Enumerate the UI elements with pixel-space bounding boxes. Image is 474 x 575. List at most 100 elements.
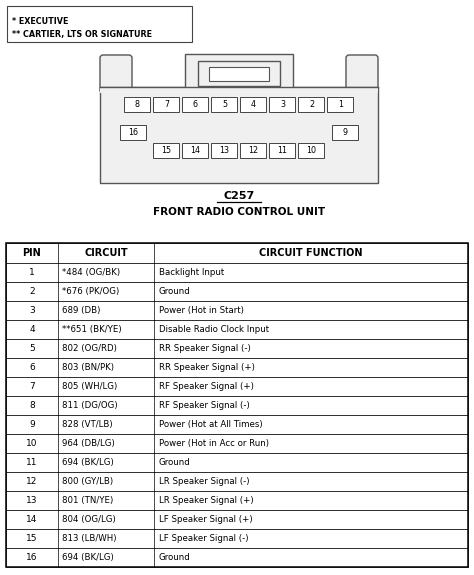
Bar — [100, 87, 378, 93]
Text: LF Speaker Signal (-): LF Speaker Signal (-) — [159, 534, 248, 543]
Text: 2: 2 — [29, 287, 35, 296]
Text: ** CARTIER, LTS OR SIGNATURE: ** CARTIER, LTS OR SIGNATURE — [12, 30, 152, 39]
Text: 694 (BK/LG): 694 (BK/LG) — [62, 553, 114, 562]
Text: 1: 1 — [29, 268, 35, 277]
Bar — [125, 97, 151, 112]
Text: 3: 3 — [29, 306, 35, 315]
Text: 15: 15 — [162, 146, 172, 155]
Text: LF Speaker Signal (+): LF Speaker Signal (+) — [159, 515, 253, 524]
Text: 12: 12 — [248, 146, 258, 155]
Text: *484 (OG/BK): *484 (OG/BK) — [62, 268, 120, 277]
Bar — [154, 143, 180, 158]
Text: **651 (BK/YE): **651 (BK/YE) — [62, 325, 122, 334]
Text: 7: 7 — [164, 100, 169, 109]
Text: 2: 2 — [309, 100, 314, 109]
Text: 828 (VT/LB): 828 (VT/LB) — [62, 420, 113, 429]
Bar — [6, 358, 468, 377]
Text: 805 (WH/LG): 805 (WH/LG) — [62, 382, 117, 391]
Bar — [6, 453, 468, 472]
Text: Disable Radio Clock Input: Disable Radio Clock Input — [159, 325, 269, 334]
Text: Power (Hot at All Times): Power (Hot at All Times) — [159, 420, 263, 429]
Text: RR Speaker Signal (-): RR Speaker Signal (-) — [159, 344, 251, 353]
Text: 16: 16 — [26, 553, 38, 562]
Text: LR Speaker Signal (-): LR Speaker Signal (-) — [159, 477, 249, 486]
Bar — [299, 97, 325, 112]
Text: RF Speaker Signal (+): RF Speaker Signal (+) — [159, 382, 254, 391]
Bar — [182, 97, 209, 112]
Text: 9: 9 — [29, 420, 35, 429]
Text: 1: 1 — [338, 100, 343, 109]
Text: Ground: Ground — [159, 287, 191, 296]
Text: Ground: Ground — [159, 553, 191, 562]
Text: 4: 4 — [251, 100, 256, 109]
Text: 4: 4 — [29, 325, 35, 334]
Bar — [6, 243, 468, 263]
Text: 14: 14 — [191, 146, 201, 155]
Text: RF Speaker Signal (-): RF Speaker Signal (-) — [159, 401, 250, 410]
Bar — [299, 143, 325, 158]
Text: 803 (BN/PK): 803 (BN/PK) — [62, 363, 114, 372]
Text: 9: 9 — [342, 128, 347, 137]
Bar — [332, 125, 358, 140]
Text: Ground: Ground — [159, 458, 191, 467]
Text: 694 (BK/LG): 694 (BK/LG) — [62, 458, 114, 467]
Bar — [209, 67, 269, 81]
FancyBboxPatch shape — [346, 55, 378, 93]
Text: 8: 8 — [135, 100, 140, 109]
Bar — [6, 282, 468, 301]
Bar — [6, 472, 468, 491]
Text: 15: 15 — [26, 534, 38, 543]
Bar — [182, 143, 209, 158]
Bar — [100, 87, 378, 183]
Bar — [270, 97, 295, 112]
Text: 8: 8 — [29, 401, 35, 410]
Bar — [240, 97, 266, 112]
Text: Backlight Input: Backlight Input — [159, 268, 224, 277]
Text: *676 (PK/OG): *676 (PK/OG) — [62, 287, 119, 296]
Text: 11: 11 — [277, 146, 288, 155]
Text: 5: 5 — [29, 344, 35, 353]
Text: 16: 16 — [128, 128, 138, 137]
Bar — [6, 377, 468, 396]
Text: 11: 11 — [26, 458, 38, 467]
Text: 811 (DG/OG): 811 (DG/OG) — [62, 401, 118, 410]
Text: Power (Hot in Start): Power (Hot in Start) — [159, 306, 244, 315]
Text: 10: 10 — [307, 146, 317, 155]
Bar — [7, 6, 192, 42]
Bar — [185, 54, 293, 90]
Bar — [120, 125, 146, 140]
Text: 12: 12 — [27, 477, 38, 486]
Bar — [6, 510, 468, 529]
Bar — [6, 243, 468, 567]
Text: CIRCUIT: CIRCUIT — [84, 248, 128, 258]
Text: 804 (OG/LG): 804 (OG/LG) — [62, 515, 116, 524]
Bar — [270, 143, 295, 158]
Bar — [6, 339, 468, 358]
Text: 3: 3 — [280, 100, 285, 109]
Text: 13: 13 — [219, 146, 229, 155]
Bar — [6, 529, 468, 548]
Text: 813 (LB/WH): 813 (LB/WH) — [62, 534, 117, 543]
Text: * EXECUTIVE: * EXECUTIVE — [12, 17, 68, 26]
Bar — [6, 434, 468, 453]
Text: LR Speaker Signal (+): LR Speaker Signal (+) — [159, 496, 254, 505]
Bar — [6, 396, 468, 415]
Text: 10: 10 — [26, 439, 38, 448]
Text: 689 (DB): 689 (DB) — [62, 306, 100, 315]
Bar — [198, 61, 280, 86]
Bar — [6, 320, 468, 339]
Bar — [154, 97, 180, 112]
Bar — [6, 491, 468, 510]
Text: CIRCUIT FUNCTION: CIRCUIT FUNCTION — [259, 248, 363, 258]
Text: 6: 6 — [29, 363, 35, 372]
Bar — [6, 548, 468, 567]
Text: C257: C257 — [223, 191, 255, 201]
Bar — [6, 301, 468, 320]
Text: 5: 5 — [222, 100, 227, 109]
Text: RR Speaker Signal (+): RR Speaker Signal (+) — [159, 363, 255, 372]
Text: 801 (TN/YE): 801 (TN/YE) — [62, 496, 113, 505]
Text: 7: 7 — [29, 382, 35, 391]
Text: 802 (OG/RD): 802 (OG/RD) — [62, 344, 117, 353]
Text: FRONT RADIO CONTROL UNIT: FRONT RADIO CONTROL UNIT — [153, 207, 325, 217]
Text: 6: 6 — [193, 100, 198, 109]
